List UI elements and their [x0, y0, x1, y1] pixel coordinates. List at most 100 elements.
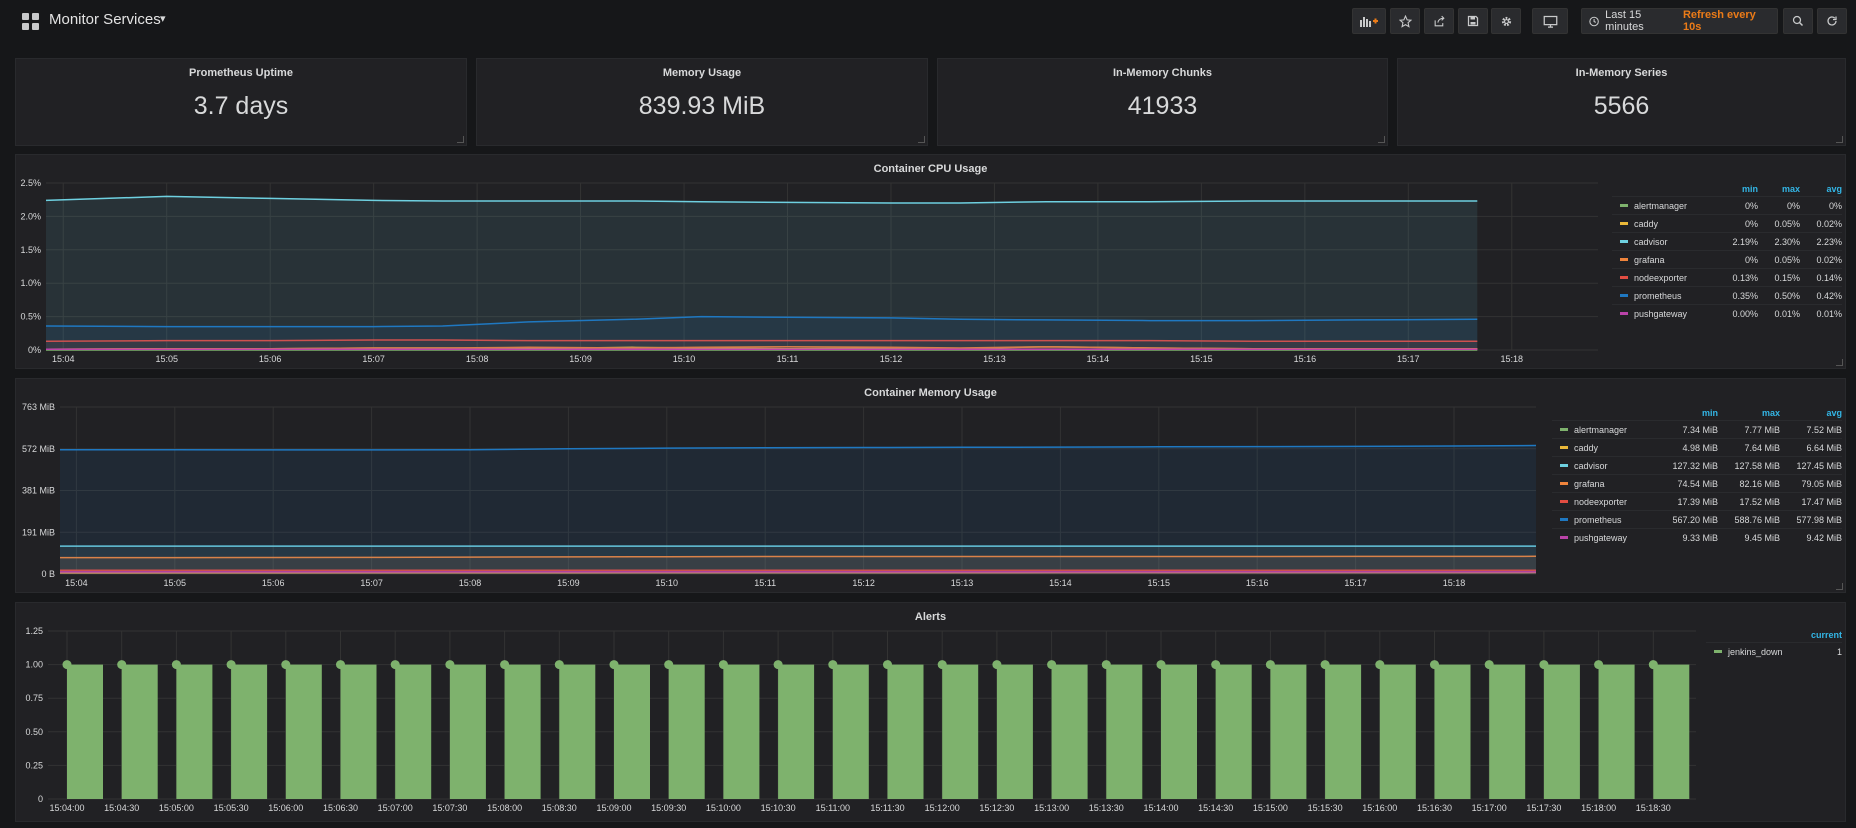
legend-value: 1 — [1802, 642, 1842, 660]
legend-row[interactable]: caddy 0% 0.05% 0.02% — [1612, 214, 1842, 233]
bar — [1653, 664, 1690, 799]
legend-header[interactable]: current — [1810, 630, 1842, 640]
series-area-nodeexporter — [46, 340, 1478, 350]
resize-handle[interactable] — [1836, 136, 1843, 143]
legend-header[interactable]: max — [1761, 408, 1780, 418]
point — [445, 660, 455, 670]
resize-handle[interactable] — [1836, 583, 1843, 590]
bar — [1161, 664, 1197, 799]
stat-panel-uptime[interactable]: Prometheus Uptime 3.7 days — [15, 58, 467, 146]
x-tick-label: 15:15:00 — [1253, 803, 1288, 813]
save-button[interactable] — [1458, 8, 1488, 34]
legend-row[interactable]: cadvisor 127.32 MiB 127.58 MiB 127.45 MiB — [1552, 456, 1842, 475]
x-tick-label: 15:17:30 — [1526, 803, 1561, 813]
x-tick-label: 15:14 — [1049, 578, 1072, 588]
series-name: nodeexporter — [1634, 272, 1688, 283]
refresh-button[interactable] — [1817, 8, 1847, 34]
bar — [1434, 664, 1471, 799]
point — [718, 660, 728, 670]
resize-handle[interactable] — [457, 136, 464, 143]
alerts-chart[interactable]: 0 0.25 0.50 0.75 1.00 1.25 15:04:00 15:04:30 15:… — [16, 603, 1716, 823]
point — [1430, 660, 1439, 670]
legend-value: 6.64 MiB — [1780, 438, 1842, 457]
legend-row[interactable]: grafana 0% 0.05% 0.02% — [1612, 250, 1842, 269]
point — [281, 660, 291, 670]
legend-row[interactable]: nodeexporter 17.39 MiB 17.52 MiB 17.47 MiB — [1552, 492, 1842, 511]
legend-value: 9.45 MiB — [1718, 528, 1780, 546]
panel-title: In-Memory Series — [1575, 67, 1668, 79]
stat-panel-chunks[interactable]: In-Memory Chunks 41933 — [937, 58, 1388, 146]
legend-value: 7.34 MiB — [1656, 420, 1718, 439]
legend-value: 0% — [1758, 196, 1800, 215]
point — [1375, 660, 1385, 670]
legend-value: 0.15% — [1758, 268, 1800, 287]
resize-handle[interactable] — [918, 136, 925, 143]
x-tick-label: 15:11:00 — [816, 803, 850, 813]
series-name: grafana — [1574, 478, 1605, 489]
add-panel-button[interactable] — [1352, 8, 1386, 34]
legend-row[interactable]: prometheus 0.35% 0.50% 0.42% — [1612, 286, 1842, 305]
legend-value: 2.30% — [1758, 232, 1800, 251]
point — [226, 660, 236, 670]
resize-handle[interactable] — [1378, 136, 1385, 143]
legend-row[interactable]: nodeexporter 0.13% 0.15% 0.14% — [1612, 268, 1842, 287]
cpu-usage-panel[interactable]: Container CPU Usage 0% 0.5% 1.0% 1.5% 2.0% 2.… — [15, 154, 1846, 369]
settings-button[interactable] — [1491, 8, 1521, 34]
series-name: cadvisor — [1634, 236, 1668, 247]
tv-mode-button[interactable] — [1532, 8, 1568, 34]
series-line-prometheus — [60, 444, 1537, 451]
series-swatch — [1560, 445, 1568, 449]
cpu-usage-chart[interactable]: 0% 0.5% 1.0% 1.5% 2.0% 2.5% 15:04 15:05 15:06 15:… — [16, 155, 1616, 370]
legend-header[interactable]: avg — [1826, 184, 1842, 194]
chevron-down-icon[interactable]: ▾ — [160, 13, 166, 25]
top-navbar: Monitor Services ▾ Last 15 minutes Refre… — [0, 0, 1856, 44]
legend-row[interactable]: prometheus 567.20 MiB 588.76 MiB 577.98 MiB — [1552, 510, 1842, 529]
alerts-panel[interactable]: Alerts 0 0.25 0.50 0.75 1.00 1.25 15:04:00 15:0… — [15, 602, 1846, 822]
legend-header[interactable]: avg — [1826, 408, 1842, 418]
bar — [1106, 664, 1143, 799]
x-tick-label: 15:18 — [1443, 578, 1466, 588]
x-tick-label: 15:10:30 — [761, 803, 796, 813]
legend-row[interactable]: cadvisor 2.19% 2.30% 2.23% — [1612, 232, 1842, 251]
stat-panel-memory[interactable]: Memory Usage 839.93 MiB — [476, 58, 928, 146]
legend-row[interactable]: alertmanager 7.34 MiB 7.77 MiB 7.52 MiB — [1552, 420, 1842, 439]
gear-icon — [1501, 16, 1511, 26]
point — [1648, 660, 1658, 670]
legend-row[interactable]: grafana 74.54 MiB 82.16 MiB 79.05 MiB — [1552, 474, 1842, 493]
bar — [832, 664, 869, 799]
point — [937, 660, 947, 670]
resize-handle[interactable] — [1836, 359, 1843, 366]
memory-usage-panel[interactable]: Container Memory Usage 0 B 191 MiB 381 MiB… — [15, 378, 1846, 593]
save-icon — [1467, 15, 1479, 27]
y-tick-label: 0.25 — [25, 760, 43, 770]
point — [1320, 660, 1330, 670]
legend-header[interactable]: min — [1701, 408, 1718, 418]
memory-usage-chart[interactable]: 0 B 191 MiB 381 MiB 572 MiB 763 MiB 15:04 15:0… — [16, 379, 1556, 594]
stat-panel-series[interactable]: In-Memory Series 5566 — [1397, 58, 1846, 146]
share-button[interactable] — [1424, 8, 1454, 34]
point — [171, 660, 181, 670]
series-swatch — [1560, 499, 1568, 503]
legend-row[interactable]: caddy 4.98 MiB 7.64 MiB 6.64 MiB — [1552, 438, 1842, 457]
legend-value: 17.52 MiB — [1718, 492, 1780, 511]
point — [883, 660, 892, 670]
legend-row[interactable]: pushgateway 9.33 MiB 9.45 MiB 9.42 MiB — [1552, 528, 1842, 546]
bar — [1215, 664, 1252, 799]
y-tick-label: 572 MiB — [22, 444, 55, 454]
legend-header[interactable]: max — [1781, 184, 1800, 194]
legend-value: 2.23% — [1800, 232, 1842, 251]
legend-row[interactable]: pushgateway 0.00% 0.01% 0.01% — [1612, 304, 1842, 322]
legend-row[interactable]: alertmanager 0% 0% 0% — [1612, 196, 1842, 215]
legend-row[interactable]: jenkins_down 1 — [1706, 642, 1842, 660]
search-icon — [1792, 15, 1804, 27]
point — [664, 660, 674, 670]
point — [1047, 660, 1057, 670]
dashboards-grid-icon[interactable] — [22, 13, 39, 30]
point — [1484, 660, 1494, 670]
time-picker-button[interactable]: Last 15 minutes Refresh every 10s — [1581, 8, 1778, 34]
dashboard-title[interactable]: Monitor Services — [49, 11, 161, 28]
star-button[interactable] — [1390, 8, 1420, 34]
legend-header[interactable]: min — [1741, 184, 1758, 194]
legend-value: 0.00% — [1716, 304, 1758, 322]
zoom-out-button[interactable] — [1783, 8, 1813, 34]
